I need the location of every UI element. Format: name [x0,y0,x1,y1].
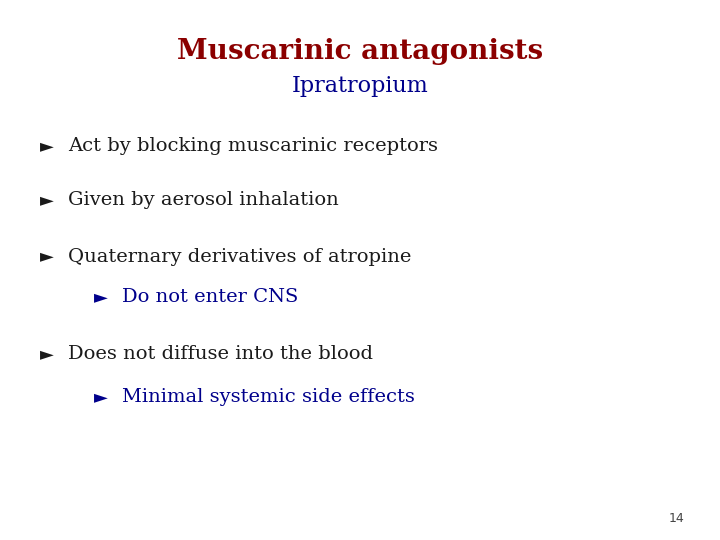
Text: Act by blocking muscarinic receptors: Act by blocking muscarinic receptors [68,137,438,155]
Text: Minimal systemic side effects: Minimal systemic side effects [122,388,415,406]
Text: Ipratropium: Ipratropium [292,76,428,97]
Text: 14: 14 [668,512,684,525]
Text: Does not diffuse into the blood: Does not diffuse into the blood [68,345,374,363]
Text: ►: ► [40,137,53,155]
Text: Muscarinic antagonists: Muscarinic antagonists [177,38,543,65]
Text: ►: ► [94,388,107,406]
Text: Do not enter CNS: Do not enter CNS [122,288,299,306]
Text: Given by aerosol inhalation: Given by aerosol inhalation [68,191,339,209]
Text: ►: ► [40,345,53,363]
Text: ►: ► [40,191,53,209]
Text: Quaternary derivatives of atropine: Quaternary derivatives of atropine [68,247,412,266]
Text: ►: ► [94,288,107,306]
Text: ►: ► [40,247,53,266]
